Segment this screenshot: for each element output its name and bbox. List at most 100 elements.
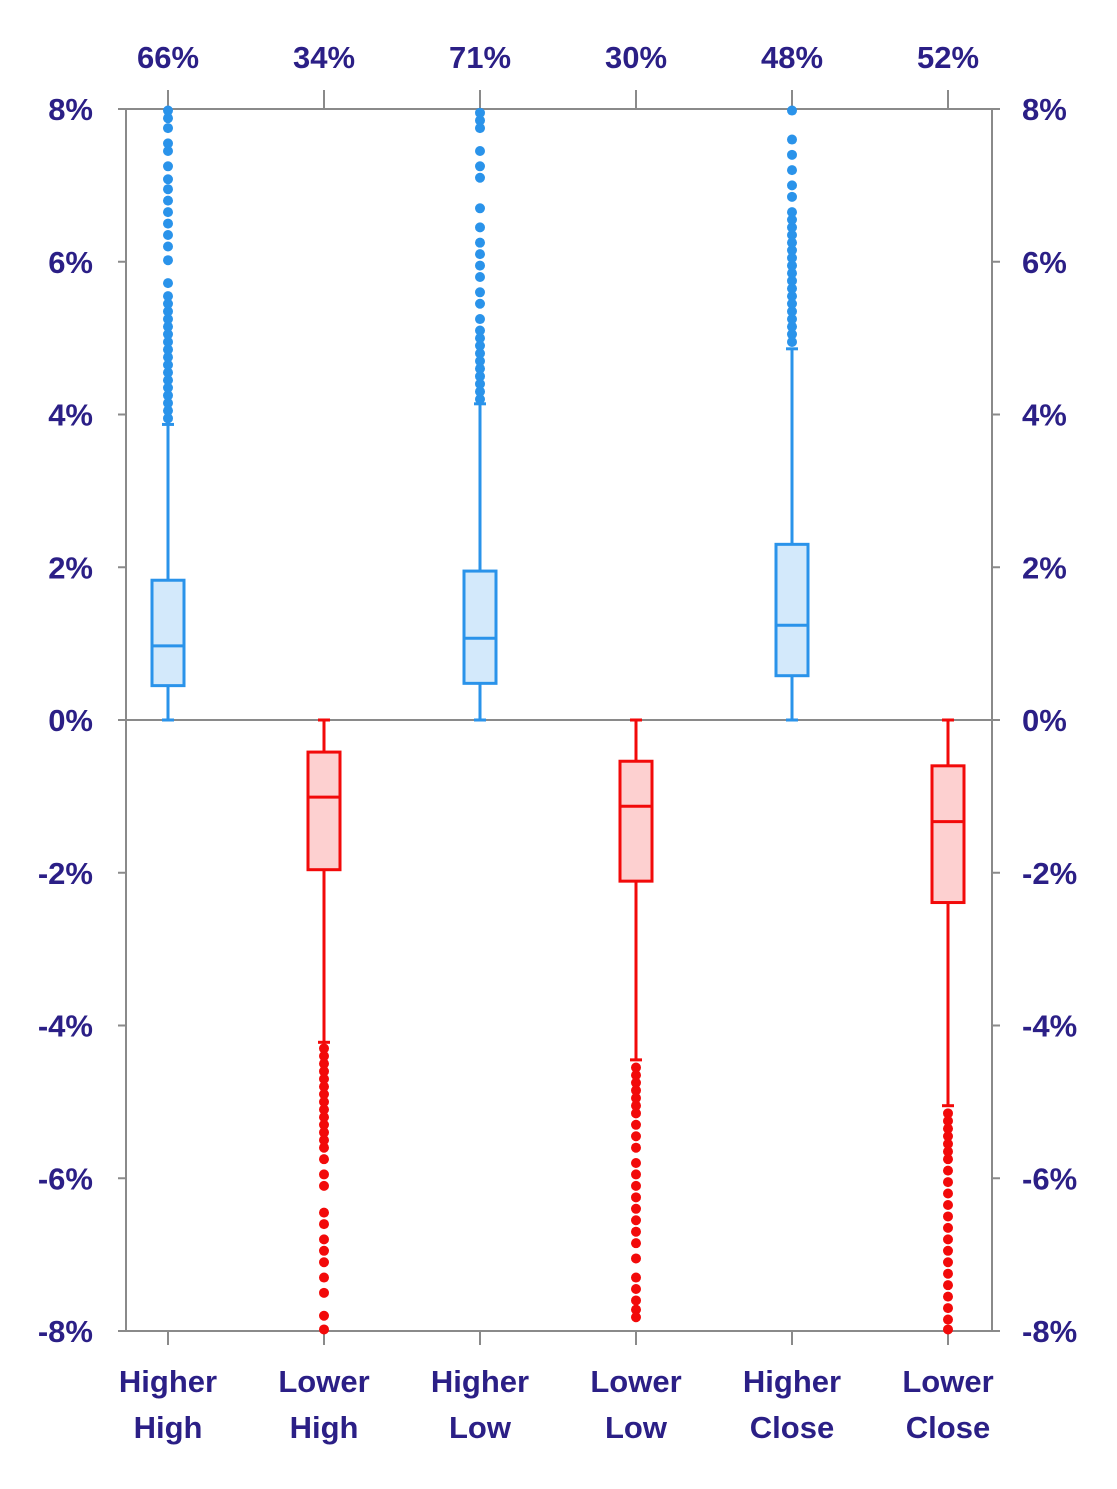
outlier-point bbox=[943, 1146, 953, 1157]
y-tick-label-right: -2% bbox=[1022, 856, 1077, 891]
outlier-point bbox=[943, 1324, 953, 1335]
y-tick-label-left: -8% bbox=[38, 1314, 93, 1349]
outlier-point bbox=[163, 123, 173, 134]
outlier-point bbox=[475, 172, 485, 183]
x-tick-label-line1: Higher bbox=[743, 1364, 841, 1399]
y-tick-label-right: -8% bbox=[1022, 1314, 1077, 1349]
iqr-box bbox=[774, 542, 810, 678]
outlier-point bbox=[787, 165, 797, 176]
outlier-point bbox=[631, 1272, 641, 1283]
outlier-point bbox=[787, 149, 797, 160]
outlier-point bbox=[319, 1081, 329, 1092]
outlier-point bbox=[787, 314, 797, 325]
x-tick-label-line1: Higher bbox=[119, 1364, 217, 1399]
right-y-axis: 8% 6% 4% 2% 0% -2% -4% -6% -8% bbox=[992, 92, 1077, 1349]
x-tick-label-line1: Lower bbox=[590, 1364, 681, 1399]
outlier-point bbox=[475, 325, 485, 336]
outlier-point bbox=[787, 245, 797, 256]
outlier-point bbox=[475, 314, 485, 325]
plot-frame bbox=[125, 108, 993, 1332]
outlier-point bbox=[475, 363, 485, 374]
outlier-point bbox=[787, 283, 797, 294]
x-tick-label-line2: Close bbox=[906, 1410, 990, 1445]
outlier-point bbox=[319, 1058, 329, 1069]
outlier-point bbox=[631, 1215, 641, 1226]
outlier-point bbox=[787, 260, 797, 271]
x-tick-label-line1: Lower bbox=[902, 1364, 993, 1399]
outlier-point bbox=[319, 1112, 329, 1123]
y-tick-label-left: -2% bbox=[38, 856, 93, 891]
outlier-point bbox=[631, 1077, 641, 1088]
top-percent-label: 30% bbox=[605, 40, 667, 75]
outlier-point bbox=[475, 161, 485, 172]
outlier-point bbox=[943, 1154, 953, 1165]
outlier-point bbox=[475, 348, 485, 359]
outlier-point bbox=[943, 1131, 953, 1142]
outlier-point bbox=[319, 1096, 329, 1107]
outlier-point bbox=[943, 1245, 953, 1256]
x-tick-label-line1: Lower bbox=[278, 1364, 369, 1399]
outlier-point bbox=[163, 291, 173, 302]
outlier-point bbox=[475, 203, 485, 214]
y-tick-label-left: 8% bbox=[48, 92, 93, 127]
outlier-point bbox=[475, 146, 485, 157]
outlier-point bbox=[163, 390, 173, 401]
outlier-point bbox=[787, 252, 797, 263]
outlier-point bbox=[631, 1304, 641, 1315]
box-series bbox=[150, 105, 966, 1335]
outlier-point bbox=[787, 105, 797, 116]
outlier-point bbox=[787, 275, 797, 286]
outlier-point bbox=[163, 314, 173, 325]
y-tick-label-left: 2% bbox=[48, 550, 93, 585]
outlier-point bbox=[163, 306, 173, 317]
y-tick-label-right: 2% bbox=[1022, 550, 1067, 585]
outlier-point bbox=[163, 146, 173, 157]
outlier-point bbox=[475, 394, 485, 405]
outlier-point bbox=[319, 1051, 329, 1062]
outlier-point bbox=[319, 1234, 329, 1245]
y-tick-label-left: -4% bbox=[38, 1009, 93, 1044]
outlier-point bbox=[475, 378, 485, 389]
outlier-point bbox=[943, 1188, 953, 1199]
outlier-point bbox=[319, 1135, 329, 1146]
y-tick-label-right: 0% bbox=[1022, 703, 1067, 738]
outlier-point bbox=[631, 1253, 641, 1264]
outlier-point bbox=[163, 367, 173, 378]
outlier-point bbox=[475, 123, 485, 134]
outlier-point bbox=[631, 1157, 641, 1168]
outlier-point bbox=[631, 1203, 641, 1214]
outlier-point bbox=[943, 1280, 953, 1291]
outlier-point bbox=[475, 249, 485, 260]
outlier-point bbox=[631, 1283, 641, 1294]
outlier-point bbox=[319, 1127, 329, 1138]
outlier-point bbox=[163, 184, 173, 195]
x-tick-label-line2: High bbox=[134, 1410, 203, 1445]
outlier-point bbox=[163, 329, 173, 340]
outlier-point bbox=[631, 1062, 641, 1073]
top-percent-label: 71% bbox=[449, 40, 511, 75]
outlier-point bbox=[319, 1180, 329, 1191]
outlier-point bbox=[475, 298, 485, 309]
outlier-point bbox=[943, 1234, 953, 1245]
y-tick-label-left: 6% bbox=[48, 245, 93, 280]
outlier-point bbox=[787, 191, 797, 202]
outlier-point bbox=[475, 222, 485, 233]
outlier-point bbox=[319, 1073, 329, 1084]
outlier-point bbox=[631, 1238, 641, 1249]
iqr-box bbox=[306, 750, 342, 872]
outlier-point bbox=[319, 1066, 329, 1077]
outlier-point bbox=[787, 180, 797, 191]
outlier-point bbox=[163, 321, 173, 332]
outlier-point bbox=[163, 207, 173, 218]
y-tick-label-right: 6% bbox=[1022, 245, 1067, 280]
outlier-point bbox=[943, 1165, 953, 1176]
y-tick-label-right: 4% bbox=[1022, 398, 1067, 433]
outlier-point bbox=[163, 359, 173, 370]
y-tick-label-left: 4% bbox=[48, 398, 93, 433]
outlier-point bbox=[163, 398, 173, 409]
outlier-point bbox=[475, 371, 485, 382]
box-lower-low bbox=[618, 718, 654, 1323]
outlier-point bbox=[319, 1119, 329, 1130]
outlier-point bbox=[163, 174, 173, 185]
